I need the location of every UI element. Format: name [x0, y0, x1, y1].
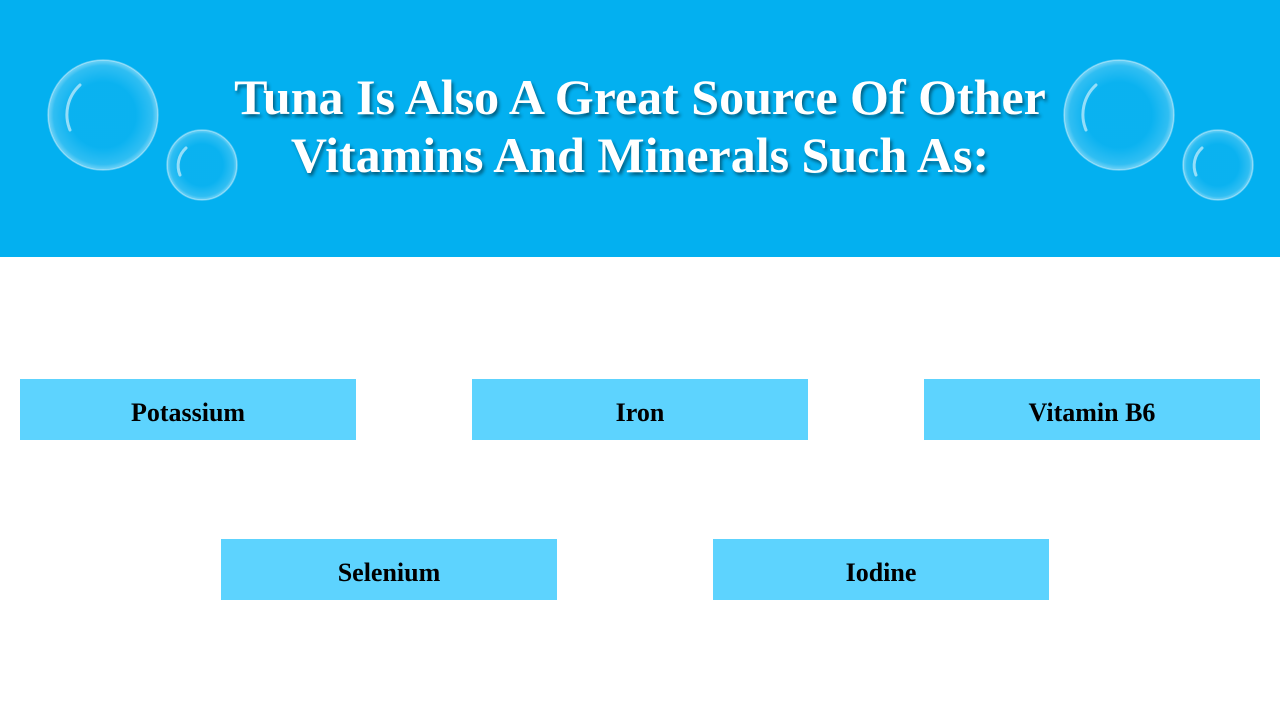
item-box: Iodine [713, 539, 1049, 600]
header: Tuna Is Also A Great Source Of Other Vit… [0, 0, 1280, 257]
bubble-shine [1081, 83, 1098, 132]
item-box: Vitamin B6 [924, 379, 1260, 440]
item-box: Selenium [221, 539, 557, 600]
bubble-shine [176, 146, 188, 177]
bubble [47, 59, 159, 171]
bubble-shine [65, 83, 82, 132]
bubbles [47, 59, 1254, 201]
title: Tuna Is Also A Great Source Of Other Vit… [234, 69, 1046, 183]
item-box: Potassium [20, 379, 356, 440]
item-box: Iron [472, 379, 808, 440]
bubble-shine [1192, 146, 1204, 177]
